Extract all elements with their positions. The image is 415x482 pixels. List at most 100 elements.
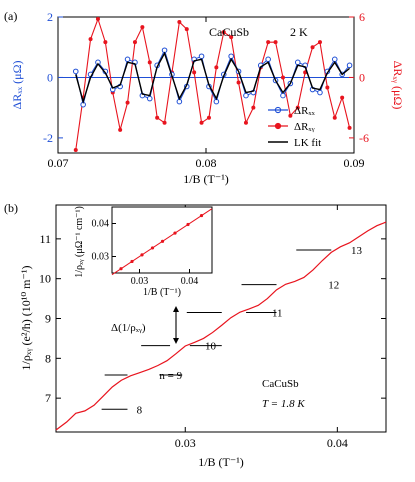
plateau-label: 12 xyxy=(328,280,339,292)
panel-b-xtick-label: 0.03 xyxy=(175,436,196,450)
series-rxy-point xyxy=(280,75,285,80)
panel-b-xtick-label: 0.04 xyxy=(327,436,348,450)
panel-b-ytick-label: 8 xyxy=(45,351,51,365)
series-rxy-point xyxy=(266,40,271,45)
inset-point xyxy=(150,246,155,250)
inset-point xyxy=(199,213,204,218)
panel-a-ticks: 0.07 0.08 0.09 -2 0 2 -6 0 6 xyxy=(43,10,369,170)
series-rxy-point xyxy=(118,127,123,132)
inset-xlabel: 1/B (T⁻¹) xyxy=(143,287,181,298)
series-rxy-point xyxy=(206,115,211,120)
series-rxx-point xyxy=(198,53,205,60)
series-rxy-point xyxy=(140,25,145,30)
inset-ylabel: 1/ρₓᵧ (μΩ⁻¹ cm⁻¹) xyxy=(74,206,85,278)
inset-point xyxy=(173,231,177,235)
series-inverse-rhoxy-line xyxy=(55,221,387,431)
plateau-label: 11 xyxy=(272,308,283,320)
series-rxy-point xyxy=(88,37,93,42)
series-rxy-point xyxy=(214,65,219,70)
series-rxy-point xyxy=(177,20,182,25)
panel-b-ytick-label: 10 xyxy=(39,272,51,286)
series-rxx-point xyxy=(124,56,131,63)
series-rxy-point xyxy=(273,40,278,45)
series-rxy-point xyxy=(229,35,234,40)
series-rxy-point xyxy=(317,40,322,45)
series-rxy-point xyxy=(295,105,300,110)
series-rxy-point xyxy=(325,85,330,90)
series-rxx-point xyxy=(228,53,234,60)
inset-point xyxy=(119,267,123,271)
panel-b-annotation-temperature: T = 1.8 K xyxy=(262,398,305,410)
inset-series xyxy=(111,208,213,276)
legend-rxx-label: ΔRₓₓ xyxy=(294,105,316,117)
series-rxy-point xyxy=(125,100,130,105)
inset-xtick-label: 0.04 xyxy=(181,276,199,287)
legend-rxx-marker xyxy=(274,106,282,114)
panel-b-ytick-label: 9 xyxy=(45,312,51,326)
panel-b-annotation-material: CaCuSb xyxy=(262,378,299,390)
series-rxx-point xyxy=(331,56,338,63)
series-rxy-point xyxy=(95,17,100,22)
inset-point xyxy=(160,239,165,243)
panel-b-label: (b) xyxy=(4,201,18,215)
series-rxx-point xyxy=(346,62,353,69)
inset-ticks: 0.03 0.04 0.03 0.04 xyxy=(92,219,199,288)
panel-a-ytick-right-label: -6 xyxy=(359,131,369,145)
series-rxy-point xyxy=(236,80,241,85)
series-lk-fit-line xyxy=(75,51,351,105)
delta-arrow xyxy=(173,306,179,344)
legend-fit-label: LK fit xyxy=(294,137,321,149)
inset-point xyxy=(130,259,134,264)
panel-b-plateau-labels: 8 n = 9 10 11 12 13 xyxy=(137,245,363,416)
inset-point xyxy=(140,253,144,257)
series-rxy-point xyxy=(132,40,137,45)
panel-b-plot-frame xyxy=(55,204,387,433)
panel-a-legend: ΔRₓₓ ΔRₓᵧ LK fit xyxy=(268,105,321,149)
series-rxy-point xyxy=(251,105,256,110)
panel-a-xlabel: 1/B (T⁻¹) xyxy=(183,172,229,186)
panel-b-ytick-label: 11 xyxy=(39,232,51,246)
panel-a: (a) 0.07 0.08 0.09 -2 0 2 -6 0 6 CaCuSb 2 K ΔRₓₓ… xyxy=(4,9,405,186)
panel-b-xlabel: 1/B (T⁻¹) xyxy=(198,455,244,469)
panel-b-annotation-delta: Δ(1/ρₓᵧ) xyxy=(111,322,146,334)
series-rxx-point xyxy=(280,92,286,99)
series-rxx-point xyxy=(243,92,249,99)
panel-a-annotation-material: CaCuSb xyxy=(209,25,249,39)
panel-a-xtick-label: 0.07 xyxy=(48,156,69,170)
plateau-label: 10 xyxy=(205,341,217,353)
series-rxy-point xyxy=(155,115,160,120)
plateau-label: 13 xyxy=(351,245,363,257)
series-rxy-point xyxy=(288,113,293,118)
series-rxx-point xyxy=(72,68,79,75)
inset-ytick-label: 0.04 xyxy=(92,219,110,230)
inset-xtick-label: 0.03 xyxy=(131,276,149,287)
series-rxy-point xyxy=(340,95,345,100)
series-rxx-point xyxy=(265,56,271,63)
series-rxy-point xyxy=(73,147,78,152)
panel-b: (b) 0.03 0.04 7 8 9 10 11 8 n = 9 10 11 12 13 Δ(1/ρ… xyxy=(4,201,387,469)
panel-a-ytick-left-label: 2 xyxy=(47,10,53,24)
panel-b-ticks: 0.03 0.04 7 8 9 10 11 xyxy=(39,205,386,450)
panel-a-xtick-label: 0.08 xyxy=(196,156,217,170)
panel-a-ytick-left-label: 0 xyxy=(47,70,53,84)
panel-a-annotation-temperature: 2 K xyxy=(290,25,308,39)
series-rxx-point xyxy=(146,95,153,102)
series-rxy-point xyxy=(310,45,315,50)
series-rxy-point xyxy=(184,27,189,32)
series-rxy-point xyxy=(162,120,167,125)
plateau-label: 8 xyxy=(137,404,143,416)
series-rxy-point xyxy=(192,70,197,75)
panel-a-xtick-label: 0.09 xyxy=(344,156,365,170)
panel-b-ylabel: 1/ρₓᵧ (e²/h) (10¹⁰ m⁻¹) xyxy=(19,266,33,371)
plateau-label: n = 9 xyxy=(159,370,182,382)
series-rxx-point xyxy=(294,59,301,66)
panel-a-label: (a) xyxy=(4,9,17,23)
panel-a-series xyxy=(72,17,353,152)
legend-rxy-label: ΔRₓᵧ xyxy=(294,121,315,133)
inset-point xyxy=(186,222,190,227)
panel-b-ytick-label: 7 xyxy=(45,391,51,405)
series-rxy-point xyxy=(332,115,337,120)
panel-a-ylabel-left: ΔRₓₓ (μΩ) xyxy=(10,60,24,109)
series-rxx-point xyxy=(317,89,323,96)
